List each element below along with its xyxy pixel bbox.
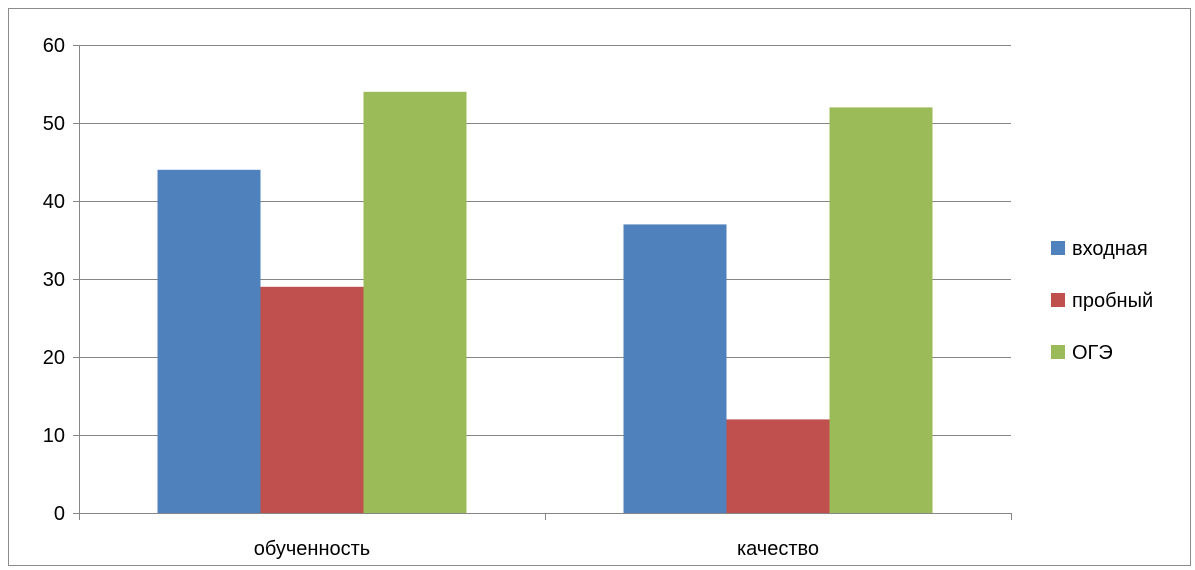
bar-0-2: [363, 91, 467, 514]
legend-swatch: [1051, 345, 1065, 359]
y-tick-label: 40: [43, 191, 65, 213]
bar-1-2: [829, 107, 933, 514]
axes: 0 10 20 30 40 50 60 обученность качество: [43, 35, 1012, 560]
y-tick-label: 20: [43, 347, 65, 369]
bar-0-1: [260, 286, 364, 513]
bar-1-0: [623, 224, 727, 513]
legend-swatch: [1051, 241, 1065, 255]
y-tick-label: 60: [43, 35, 65, 57]
bars: [157, 91, 933, 514]
y-tick-label: 0: [54, 503, 65, 525]
legend: входная пробный ОГЭ: [1051, 238, 1153, 364]
legend-label: пробный: [1072, 290, 1153, 312]
legend-label: ОГЭ: [1072, 342, 1113, 364]
y-tick-label: 10: [43, 425, 65, 447]
legend-swatch: [1051, 293, 1065, 307]
y-tick-label: 30: [43, 269, 65, 291]
x-tick-label: обученность: [254, 538, 370, 560]
x-tick-label: качество: [737, 538, 819, 560]
y-tick-label: 50: [43, 113, 65, 135]
legend-label: входная: [1072, 238, 1148, 260]
bar-0-0: [157, 169, 261, 514]
bar-1-1: [726, 419, 830, 513]
